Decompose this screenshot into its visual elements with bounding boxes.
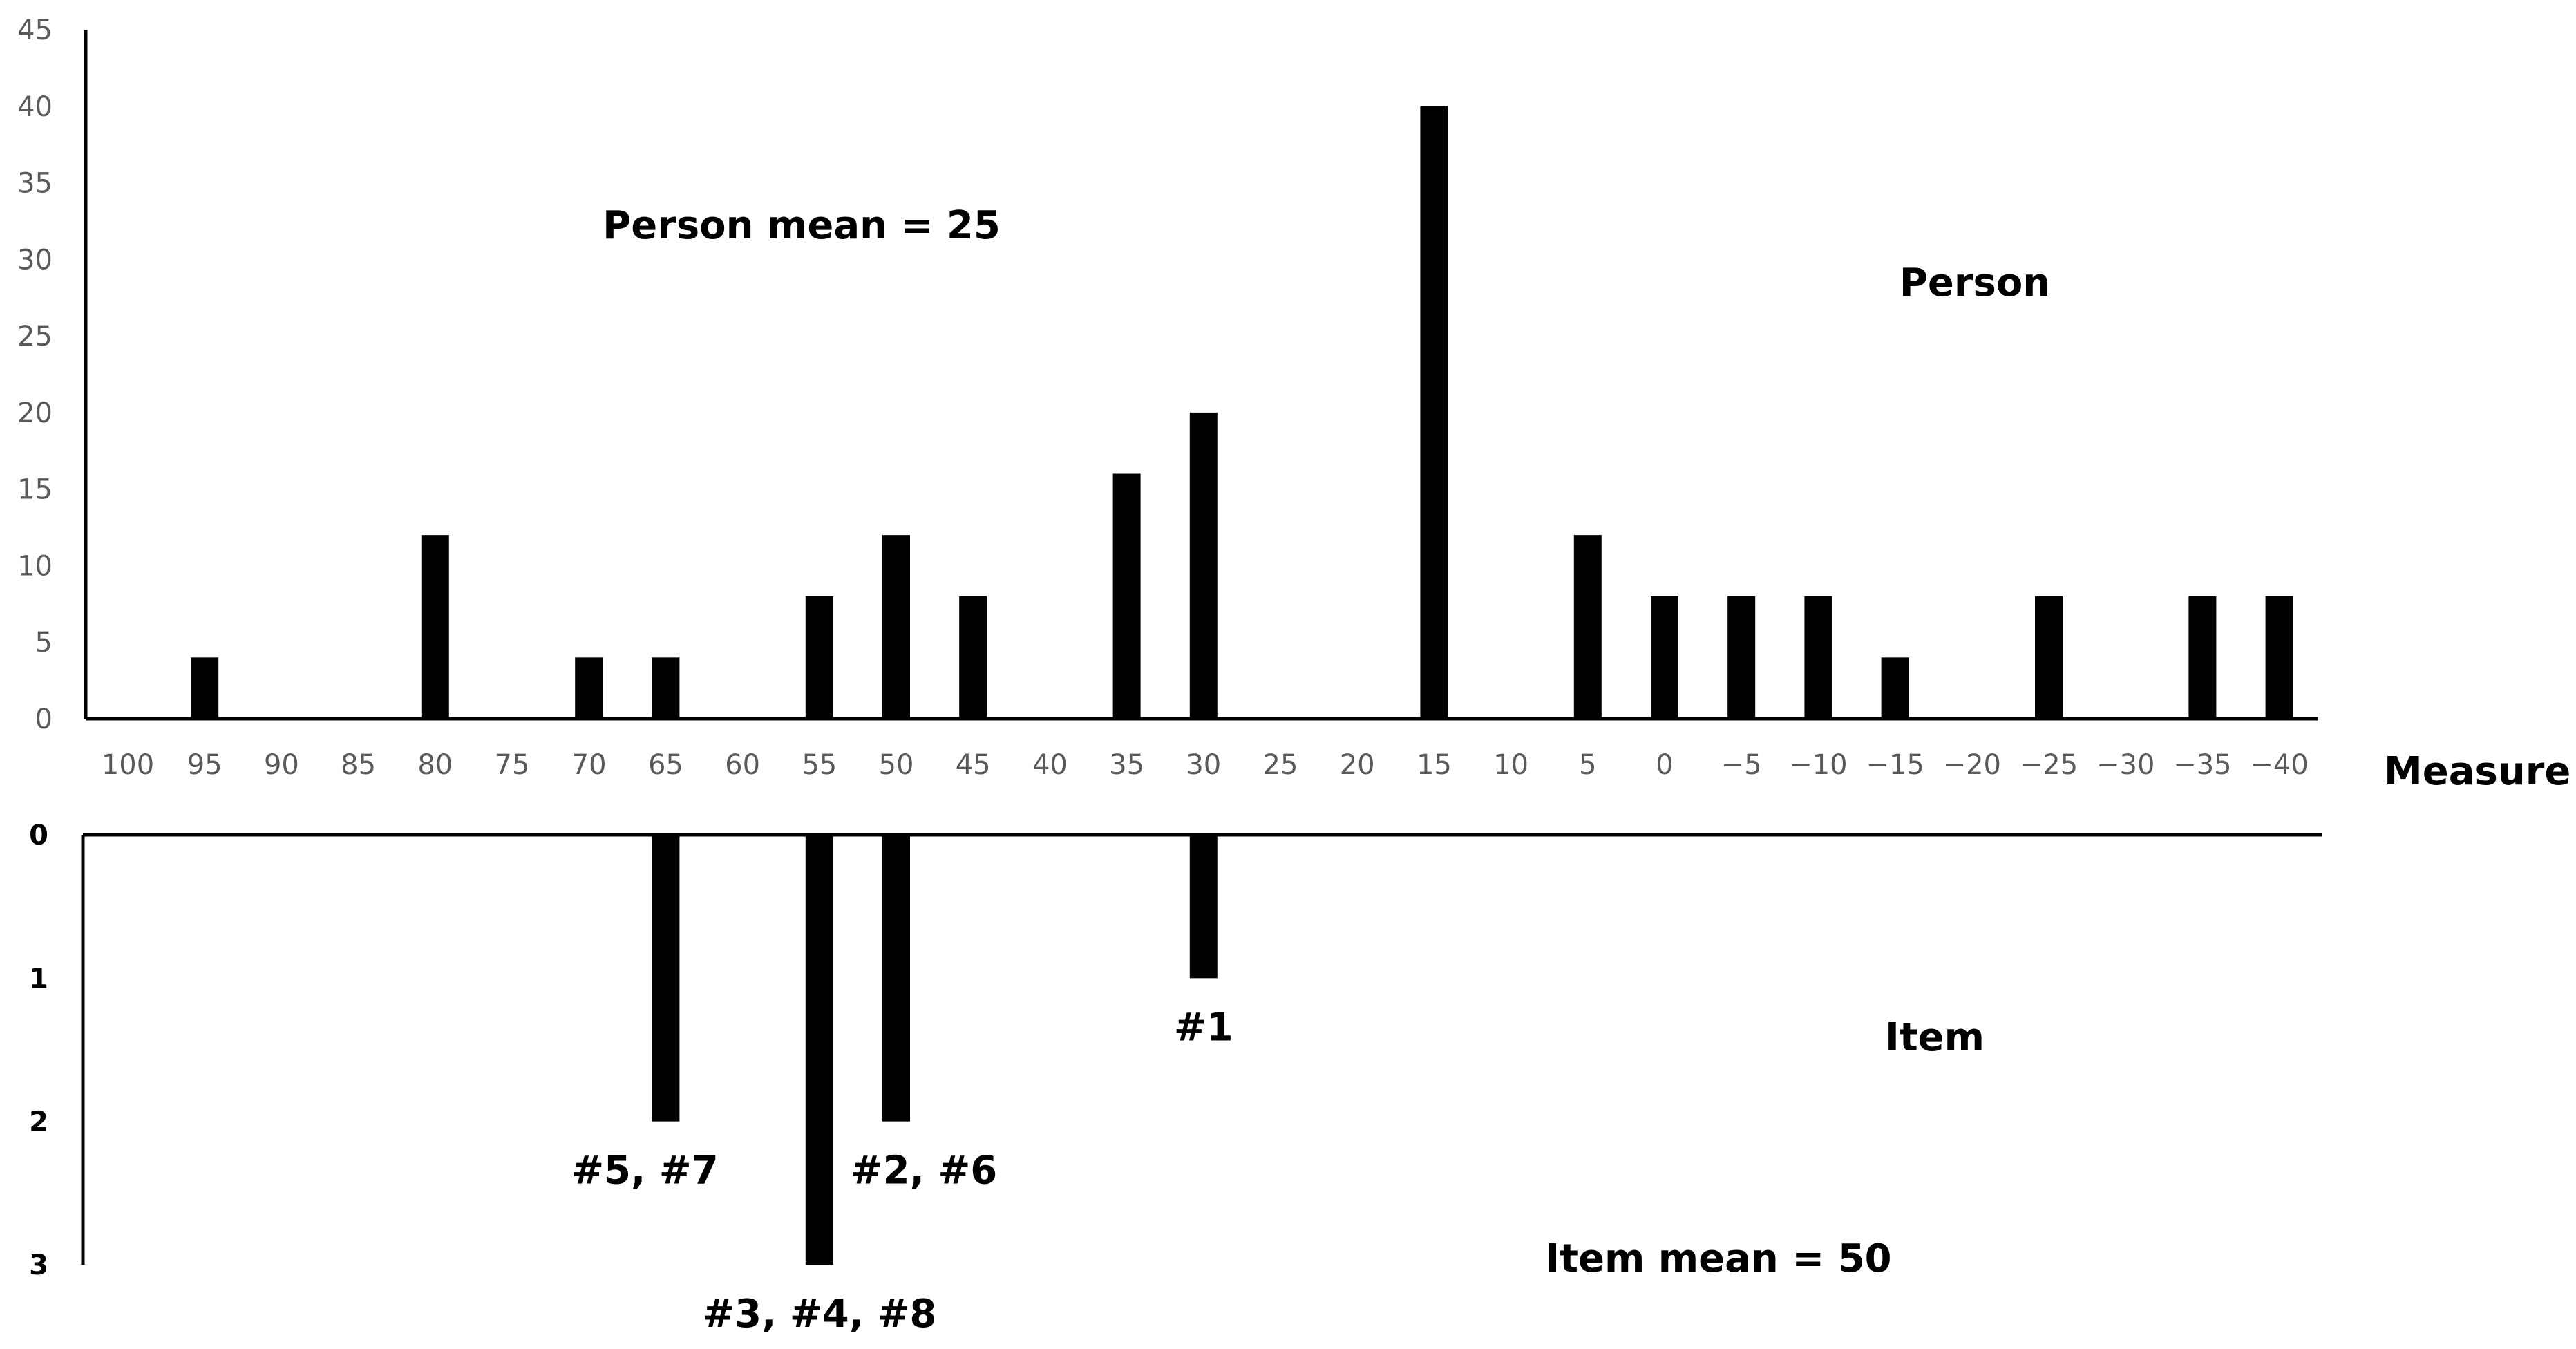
- x-tick-label: 25: [1263, 749, 1298, 781]
- item-bar-label: #5, #7: [571, 1149, 719, 1194]
- item-bar: [1189, 835, 1218, 979]
- x-tick-label: 45: [956, 749, 991, 781]
- x-tick-label: 0: [1656, 749, 1673, 781]
- x-tick-label: 70: [571, 749, 607, 781]
- x-tick-label: 50: [879, 749, 914, 781]
- person-y-tick-label: 40: [17, 91, 53, 123]
- x-tick-label: 20: [1340, 749, 1375, 781]
- x-axis-title: Measure: [2384, 749, 2570, 794]
- person-bar: [652, 657, 680, 719]
- x-tick-label: 35: [1109, 749, 1144, 781]
- x-tick-label: 95: [187, 749, 222, 781]
- person-y-tick-label: 25: [17, 321, 53, 352]
- x-tick-label: 55: [802, 749, 837, 781]
- x-tick-label: 80: [417, 749, 453, 781]
- x-tick-label: −30: [2096, 749, 2154, 781]
- x-tick-label: 100: [102, 749, 154, 781]
- person-bar: [882, 535, 910, 719]
- person-y-tick-label: 35: [17, 168, 53, 200]
- item-bar-label: #3, #4, #8: [702, 1292, 936, 1337]
- x-tick-label: 75: [495, 749, 530, 781]
- person-y-tick-label: 0: [35, 704, 53, 735]
- person-bar: [191, 657, 219, 719]
- item-bar-label: #1: [1174, 1005, 1233, 1050]
- x-tick-label: 10: [1493, 749, 1528, 781]
- person-bar: [1189, 412, 1218, 719]
- person-bar: [2188, 596, 2217, 719]
- item-bar-label: #2, #6: [851, 1149, 998, 1194]
- person-bar: [1112, 473, 1141, 719]
- item-bar: [652, 835, 680, 1122]
- x-tick-label: −40: [2250, 749, 2308, 781]
- person-bar: [1881, 657, 1909, 719]
- person-series-label: Person: [1900, 261, 2050, 305]
- item-y-tick-label: 1: [29, 963, 48, 994]
- person-bar: [1420, 106, 1448, 719]
- person-bar: [575, 657, 603, 719]
- person-bar: [1727, 596, 1756, 719]
- x-tick-label: −25: [2020, 749, 2078, 781]
- item-mean-label: Item mean = 50: [1545, 1236, 1891, 1281]
- x-tick-label: 40: [1032, 749, 1068, 781]
- item-y-tick-label: 0: [29, 820, 48, 851]
- x-tick-label: 60: [725, 749, 760, 781]
- person-y-tick-label: 15: [17, 474, 53, 506]
- person-bar: [2265, 596, 2293, 719]
- x-tick-label: −35: [2173, 749, 2231, 781]
- person-bar: [959, 596, 987, 719]
- item-series-label: Item: [1885, 1015, 1985, 1060]
- person-bar: [805, 596, 833, 719]
- person-y-tick-label: 20: [17, 397, 53, 429]
- person-bar: [1573, 535, 1602, 719]
- x-tick-label: 85: [341, 749, 376, 781]
- item-y-tick-label: 2: [29, 1106, 48, 1138]
- x-tick-label: 90: [264, 749, 299, 781]
- person-y-tick-label: 30: [17, 244, 53, 276]
- x-tick-label: 5: [1579, 749, 1596, 781]
- item-bar: [882, 835, 910, 1122]
- x-tick-label: 15: [1417, 749, 1452, 781]
- person-bar: [1651, 596, 1678, 719]
- item-bar: [805, 835, 833, 1265]
- x-tick-label: −20: [1943, 749, 2001, 781]
- item-panel: 0 1 2 3 #5, #7 #3, #4, #8 #2, #6 #1 Item Item …: [29, 820, 2322, 1337]
- person-y-tick-label: 45: [17, 15, 53, 46]
- x-tick-label: −15: [1866, 749, 1924, 781]
- x-tick-label: −10: [1789, 749, 1847, 781]
- person-bar: [2035, 596, 2063, 719]
- x-tick-label: 30: [1186, 749, 1221, 781]
- person-y-tick-label: 10: [17, 550, 53, 582]
- x-tick-label: −5: [1721, 749, 1762, 781]
- x-tick-label: 65: [648, 749, 683, 781]
- person-mean-label: Person mean = 25: [603, 203, 1001, 248]
- person-bar: [421, 535, 449, 719]
- person-bar: [1804, 596, 1832, 719]
- person-y-tick-label: 5: [35, 627, 53, 659]
- item-y-tick-label: 3: [29, 1249, 48, 1281]
